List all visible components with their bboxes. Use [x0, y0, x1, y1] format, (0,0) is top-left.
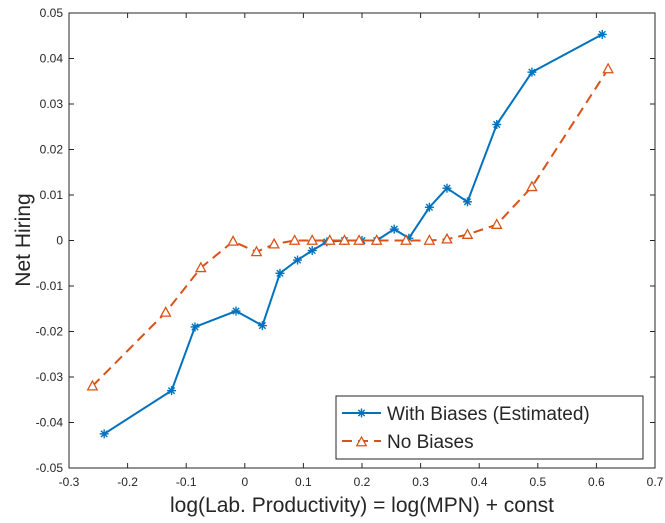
x-tick-label: -0.3 [59, 475, 80, 489]
data-point-with-biases [424, 202, 434, 212]
data-point-with-biases [527, 67, 537, 77]
y-tick-label: 0.04 [40, 52, 64, 66]
x-tick-label: 0.1 [295, 475, 312, 489]
plot-frame [68, 12, 656, 469]
data-point-no-biases [353, 234, 365, 245]
y-tick-label: 0.02 [40, 143, 64, 157]
x-tick-label: 0.4 [471, 475, 488, 489]
data-point-with-biases [167, 386, 177, 396]
data-point-with-biases [389, 224, 399, 234]
y-tick-label: -0.03 [36, 370, 64, 384]
legend[interactable]: With Biases (Estimated) No Biases [335, 395, 644, 460]
y-tick-label: 0.05 [40, 6, 64, 20]
data-point-no-biases [323, 234, 336, 245]
legend-label-with-biases: With Biases (Estimated) [387, 404, 590, 425]
data-point-no-biases [338, 234, 351, 245]
data-point-no-biases [268, 237, 280, 249]
data-point-no-biases [423, 234, 436, 245]
data-point-with-biases [231, 306, 241, 316]
data-point-no-biases [159, 306, 172, 317]
y-tick-label: -0.02 [36, 325, 64, 339]
legend-item-no-biases[interactable]: No Biases [342, 432, 474, 453]
data-point-no-biases [195, 261, 207, 273]
y-tick-label: -0.04 [36, 416, 64, 430]
x-tick-label: 0.3 [412, 475, 429, 489]
data-point-with-biases [190, 322, 200, 332]
data-point-no-biases [526, 180, 538, 192]
legend-marker-no-biases [355, 435, 368, 447]
data-point-with-biases [597, 29, 607, 39]
y-tick-label: 0 [56, 234, 63, 248]
series-no-biases [86, 62, 614, 391]
x-tick-label: -0.1 [176, 475, 197, 489]
y-axis-title: Net Hiring [12, 193, 35, 286]
legend-item-with-biases[interactable]: With Biases (Estimated) [342, 404, 590, 425]
legend-symbol-with-biases [357, 408, 366, 418]
x-axis-title: log(Lab. Productivity) = log(MPN) + cons… [170, 494, 554, 517]
data-point-no-biases [441, 232, 453, 244]
data-point-with-biases [257, 321, 267, 331]
data-point-no-biases [490, 218, 503, 229]
x-tick-label: 0 [241, 475, 248, 489]
y-tick-label: 0.01 [40, 188, 64, 202]
x-tick-label: 0.6 [588, 475, 605, 489]
axes: -0.3 -0.2 -0.1 0 0.1 0.2 0.3 0.4 0.5 0.6 0.7 -0.05 -… [36, 6, 664, 489]
legend-marker-with-biases [357, 408, 366, 418]
data-point-with-biases [99, 429, 109, 439]
data-point-with-biases [275, 268, 285, 278]
x-tick-label: 0.2 [354, 475, 371, 489]
data-point-with-biases [492, 119, 502, 129]
data-point-no-biases [288, 234, 301, 245]
data-point-with-biases [307, 246, 317, 256]
data-point-no-biases [370, 234, 383, 245]
data-point-no-biases [250, 245, 263, 257]
data-point-with-biases [462, 197, 472, 207]
data-point-no-biases [227, 235, 239, 246]
data-point-no-biases [400, 234, 412, 245]
data-point-no-biases [306, 234, 319, 245]
legend-symbol-no-biases [355, 435, 368, 447]
y-tick-label: -0.05 [36, 461, 64, 475]
x-tick-label: 0.5 [529, 475, 546, 489]
data-point-no-biases [461, 228, 474, 239]
data-point-no-biases [602, 62, 614, 74]
y-tick-label: -0.01 [36, 279, 64, 293]
data-point-no-biases [86, 379, 99, 391]
x-tick-label: 0.7 [647, 475, 664, 489]
series-layer [86, 29, 614, 439]
data-point-with-biases [442, 183, 452, 193]
legend-box [335, 395, 644, 460]
y-tick-label: 0.03 [40, 97, 64, 111]
data-point-with-biases [293, 255, 303, 265]
axes-box [68, 12, 656, 469]
legend-label-no-biases: No Biases [387, 432, 474, 453]
x-tick-label: -0.2 [117, 475, 138, 489]
